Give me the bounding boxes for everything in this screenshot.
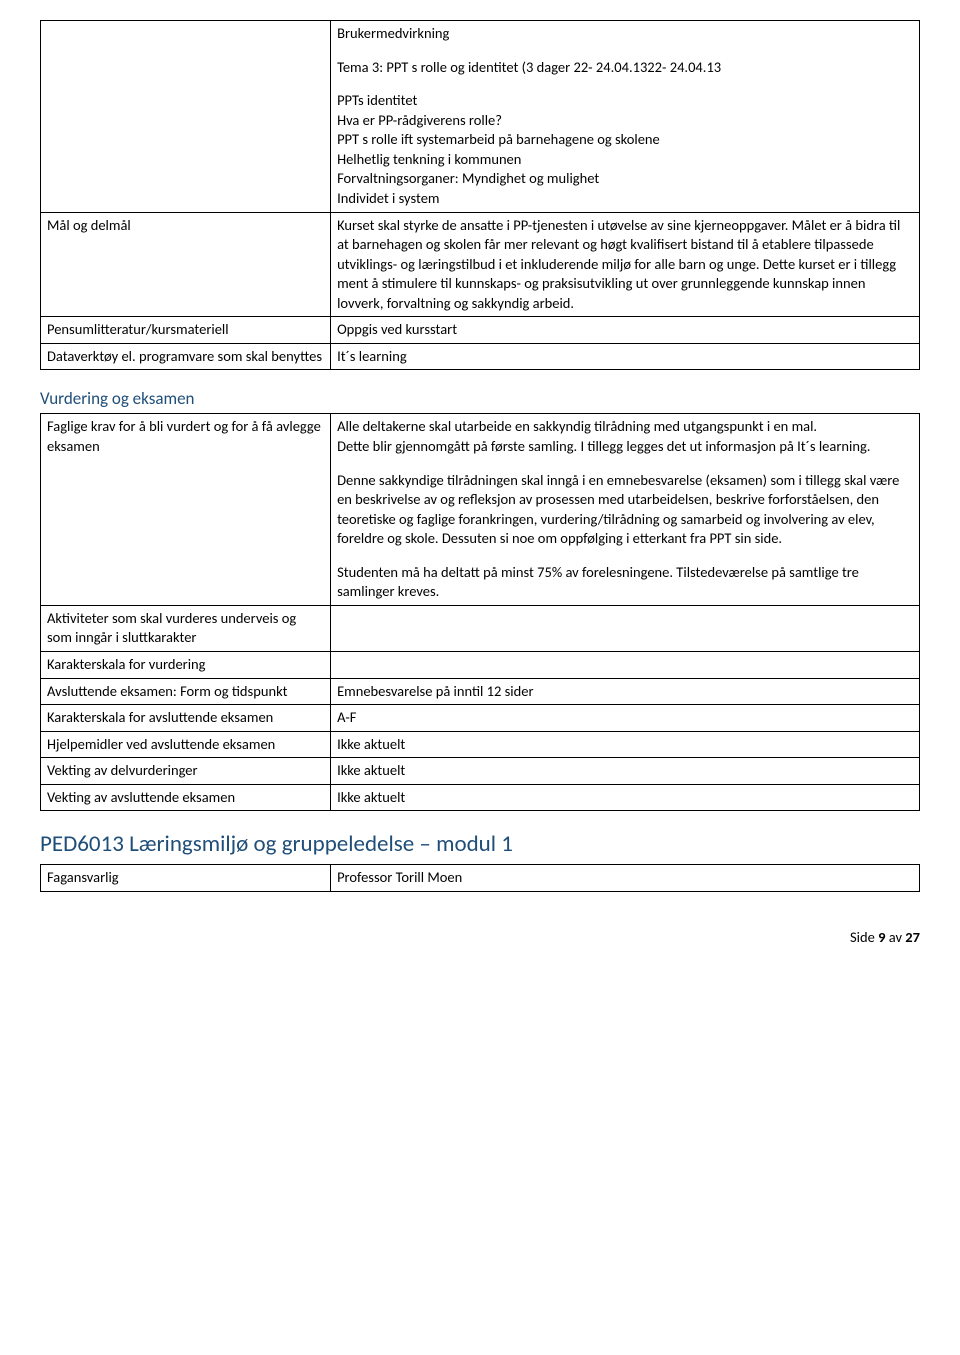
table-row: Aktiviteter som skal vurderes underveis … <box>41 605 920 651</box>
text-line: Brukermedvirkning <box>337 24 913 44</box>
module-table: Fagansvarlig Professor Torill Moen <box>40 864 920 892</box>
table-row: Karakterskala for avsluttende eksamen A-… <box>41 705 920 732</box>
cell-content: Alle deltakerne skal utarbeide en sakkyn… <box>331 414 920 606</box>
page-footer: Side 9 av 27 <box>40 928 920 948</box>
assessment-table: Faglige krav for å bli vurdert og for å … <box>40 413 920 811</box>
table-row: Dataverktøy el. programvare som skal ben… <box>41 343 920 370</box>
cell-label: Avsluttende eksamen: Form og tidspunkt <box>41 678 331 705</box>
paragraph: Dette blir gjennomgått på første samling… <box>337 437 913 457</box>
cell-label: Mål og delmål <box>41 212 331 317</box>
text-line: Hva er PP-rådgiverens rolle? <box>337 111 913 131</box>
cell-label: Karakterskala for vurdering <box>41 652 331 679</box>
table-row: Karakterskala for vurdering <box>41 652 920 679</box>
cell-label: Vekting av delvurderinger <box>41 758 331 785</box>
cell-label: Dataverktøy el. programvare som skal ben… <box>41 343 331 370</box>
cell-value: A-F <box>331 705 920 732</box>
cell-value: Ikke aktuelt <box>331 784 920 811</box>
course-info-table: Brukermedvirkning Tema 3: PPT s rolle og… <box>40 20 920 370</box>
cell-value: Kurset skal styrke de ansatte i PP-tjene… <box>331 212 920 317</box>
table-row: Faglige krav for å bli vurdert og for å … <box>41 414 920 606</box>
paragraph: Studenten må ha deltatt på minst 75% av … <box>337 563 913 602</box>
footer-prefix: Side <box>850 928 878 946</box>
text-line: Forvaltningsorganer: Myndighet og muligh… <box>337 169 913 189</box>
table-row: Fagansvarlig Professor Torill Moen <box>41 865 920 892</box>
text-line: Helhetlig tenkning i kommunen <box>337 150 913 170</box>
footer-middle: av <box>885 928 905 946</box>
table-row: Pensumlitteratur/kursmateriell Oppgis ve… <box>41 317 920 344</box>
cell-value: Ikke aktuelt <box>331 731 920 758</box>
table-row: Avsluttende eksamen: Form og tidspunkt E… <box>41 678 920 705</box>
cell-value: It´s learning <box>331 343 920 370</box>
cell-value: Ikke aktuelt <box>331 758 920 785</box>
cell-label: Karakterskala for avsluttende eksamen <box>41 705 331 732</box>
cell-label: Pensumlitteratur/kursmateriell <box>41 317 331 344</box>
cell-value <box>331 652 920 679</box>
text-line: PPTs identitet <box>337 91 913 111</box>
table-row: Hjelpemidler ved avsluttende eksamen Ikk… <box>41 731 920 758</box>
cell-empty <box>41 21 331 213</box>
table-row: Mål og delmål Kurset skal styrke de ansa… <box>41 212 920 317</box>
section-heading-assessment: Vurdering og eksamen <box>40 388 920 411</box>
text-line: Tema 3: PPT s rolle og identitet (3 dage… <box>337 58 913 78</box>
cell-value: Oppgis ved kursstart <box>331 317 920 344</box>
footer-total-pages: 27 <box>905 928 920 946</box>
module-heading: PED6013 Læringsmiljø og gruppeledelse – … <box>40 829 920 860</box>
cell-label: Aktiviteter som skal vurderes underveis … <box>41 605 331 651</box>
table-row: Vekting av avsluttende eksamen Ikke aktu… <box>41 784 920 811</box>
paragraph: Alle deltakerne skal utarbeide en sakkyn… <box>337 417 913 437</box>
text-line: PPT s rolle ift systemarbeid på barnehag… <box>337 130 913 150</box>
cell-value: Professor Torill Moen <box>331 865 920 892</box>
paragraph: Denne sakkyndige tilrådningen skal inngå… <box>337 471 913 549</box>
cell-value <box>331 605 920 651</box>
cell-label: Vekting av avsluttende eksamen <box>41 784 331 811</box>
cell-label: Hjelpemidler ved avsluttende eksamen <box>41 731 331 758</box>
cell-label: Faglige krav for å bli vurdert og for å … <box>41 414 331 606</box>
table-row: Vekting av delvurderinger Ikke aktuelt <box>41 758 920 785</box>
cell-content: Brukermedvirkning Tema 3: PPT s rolle og… <box>331 21 920 213</box>
cell-label: Fagansvarlig <box>41 865 331 892</box>
cell-value: Emnebesvarelse på inntil 12 sider <box>331 678 920 705</box>
table-row: Brukermedvirkning Tema 3: PPT s rolle og… <box>41 21 920 213</box>
text-line: Individet i system <box>337 189 913 209</box>
